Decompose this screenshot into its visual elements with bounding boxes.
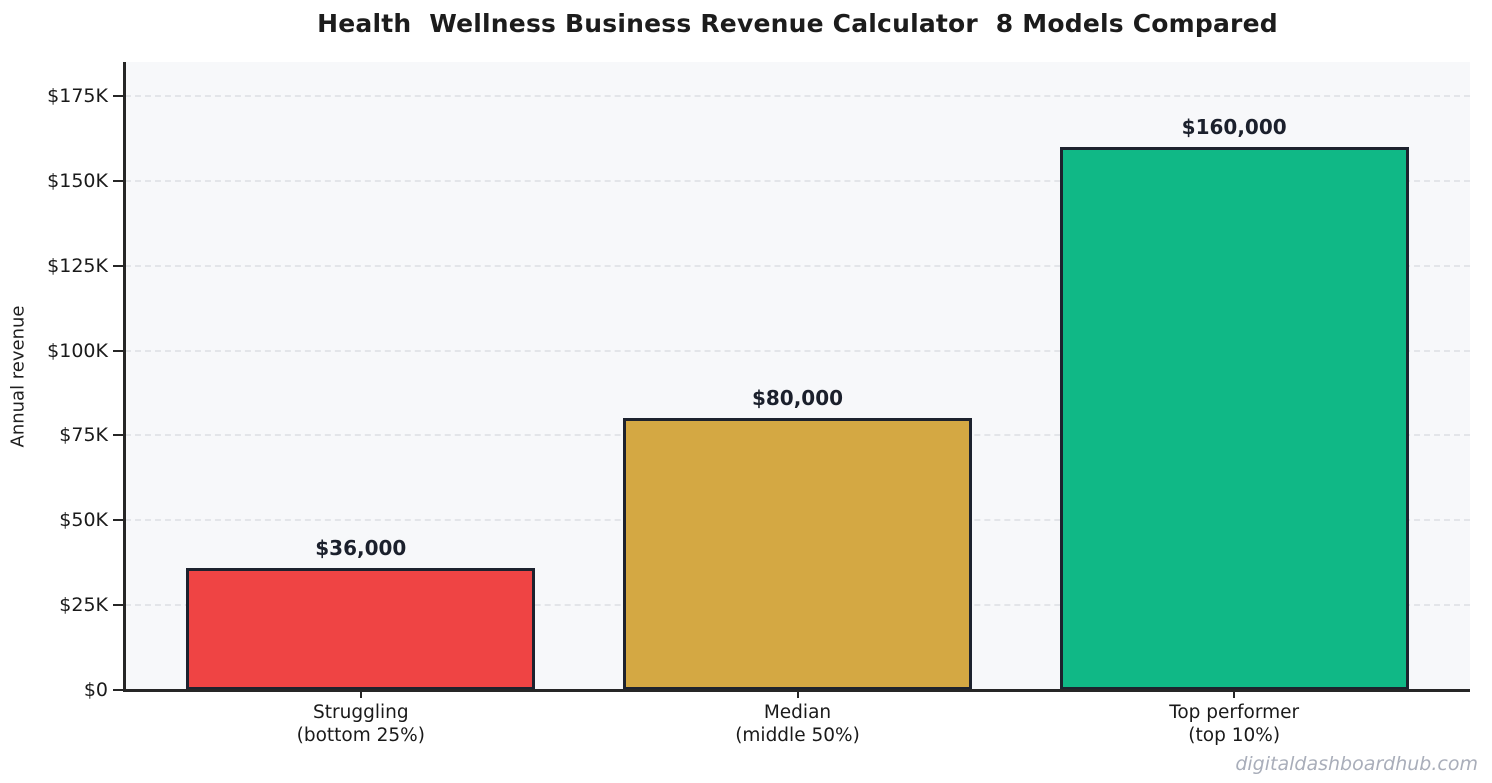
gridline bbox=[125, 94, 1470, 97]
y-tick-label: $50K bbox=[59, 509, 108, 532]
y-axis-title: Annual revenue bbox=[7, 305, 29, 448]
y-tick-mark bbox=[113, 179, 123, 182]
y-tick-mark bbox=[113, 604, 123, 607]
y-tick-mark bbox=[113, 94, 123, 97]
gridline bbox=[125, 264, 1470, 267]
y-tick-label: $25K bbox=[59, 594, 108, 617]
bar-2 bbox=[622, 418, 973, 690]
x-tick-mark bbox=[1233, 691, 1236, 698]
y-tick-label: $0 bbox=[83, 679, 108, 701]
gridline bbox=[125, 179, 1470, 182]
y-tick-mark bbox=[113, 264, 123, 267]
bar-value-label: $160,000 bbox=[1181, 114, 1287, 139]
bar-value-label: $80,000 bbox=[751, 386, 844, 411]
y-tick-mark bbox=[113, 349, 123, 352]
y-axis-spine bbox=[123, 62, 126, 692]
y-tick-label: $150K bbox=[47, 169, 108, 192]
y-tick-mark bbox=[113, 434, 123, 437]
y-tick-mark bbox=[113, 519, 123, 522]
x-axis-spine bbox=[123, 689, 1470, 692]
chart-title: Health Wellness Business Revenue Calcula… bbox=[317, 9, 1278, 38]
x-tick-label: Struggling (bottom 25%) bbox=[296, 702, 425, 746]
y-tick-label: $125K bbox=[47, 254, 108, 277]
y-tick-label: $100K bbox=[47, 339, 108, 362]
x-tick-mark bbox=[796, 691, 799, 698]
bar-3 bbox=[1059, 146, 1409, 690]
gridline bbox=[125, 349, 1470, 352]
watermark: digitaldashboardhub.com bbox=[1235, 753, 1478, 775]
bar-value-label: $36,000 bbox=[315, 535, 407, 560]
y-tick-label: $75K bbox=[59, 424, 108, 447]
x-tick-label: Median (middle 50%) bbox=[735, 702, 860, 746]
x-tick-label: Top performer (top 10%) bbox=[1169, 702, 1300, 746]
y-tick-label: $175K bbox=[47, 84, 108, 107]
y-tick-mark bbox=[113, 689, 123, 691]
bar-1 bbox=[186, 567, 536, 690]
x-tick-mark bbox=[359, 691, 362, 698]
